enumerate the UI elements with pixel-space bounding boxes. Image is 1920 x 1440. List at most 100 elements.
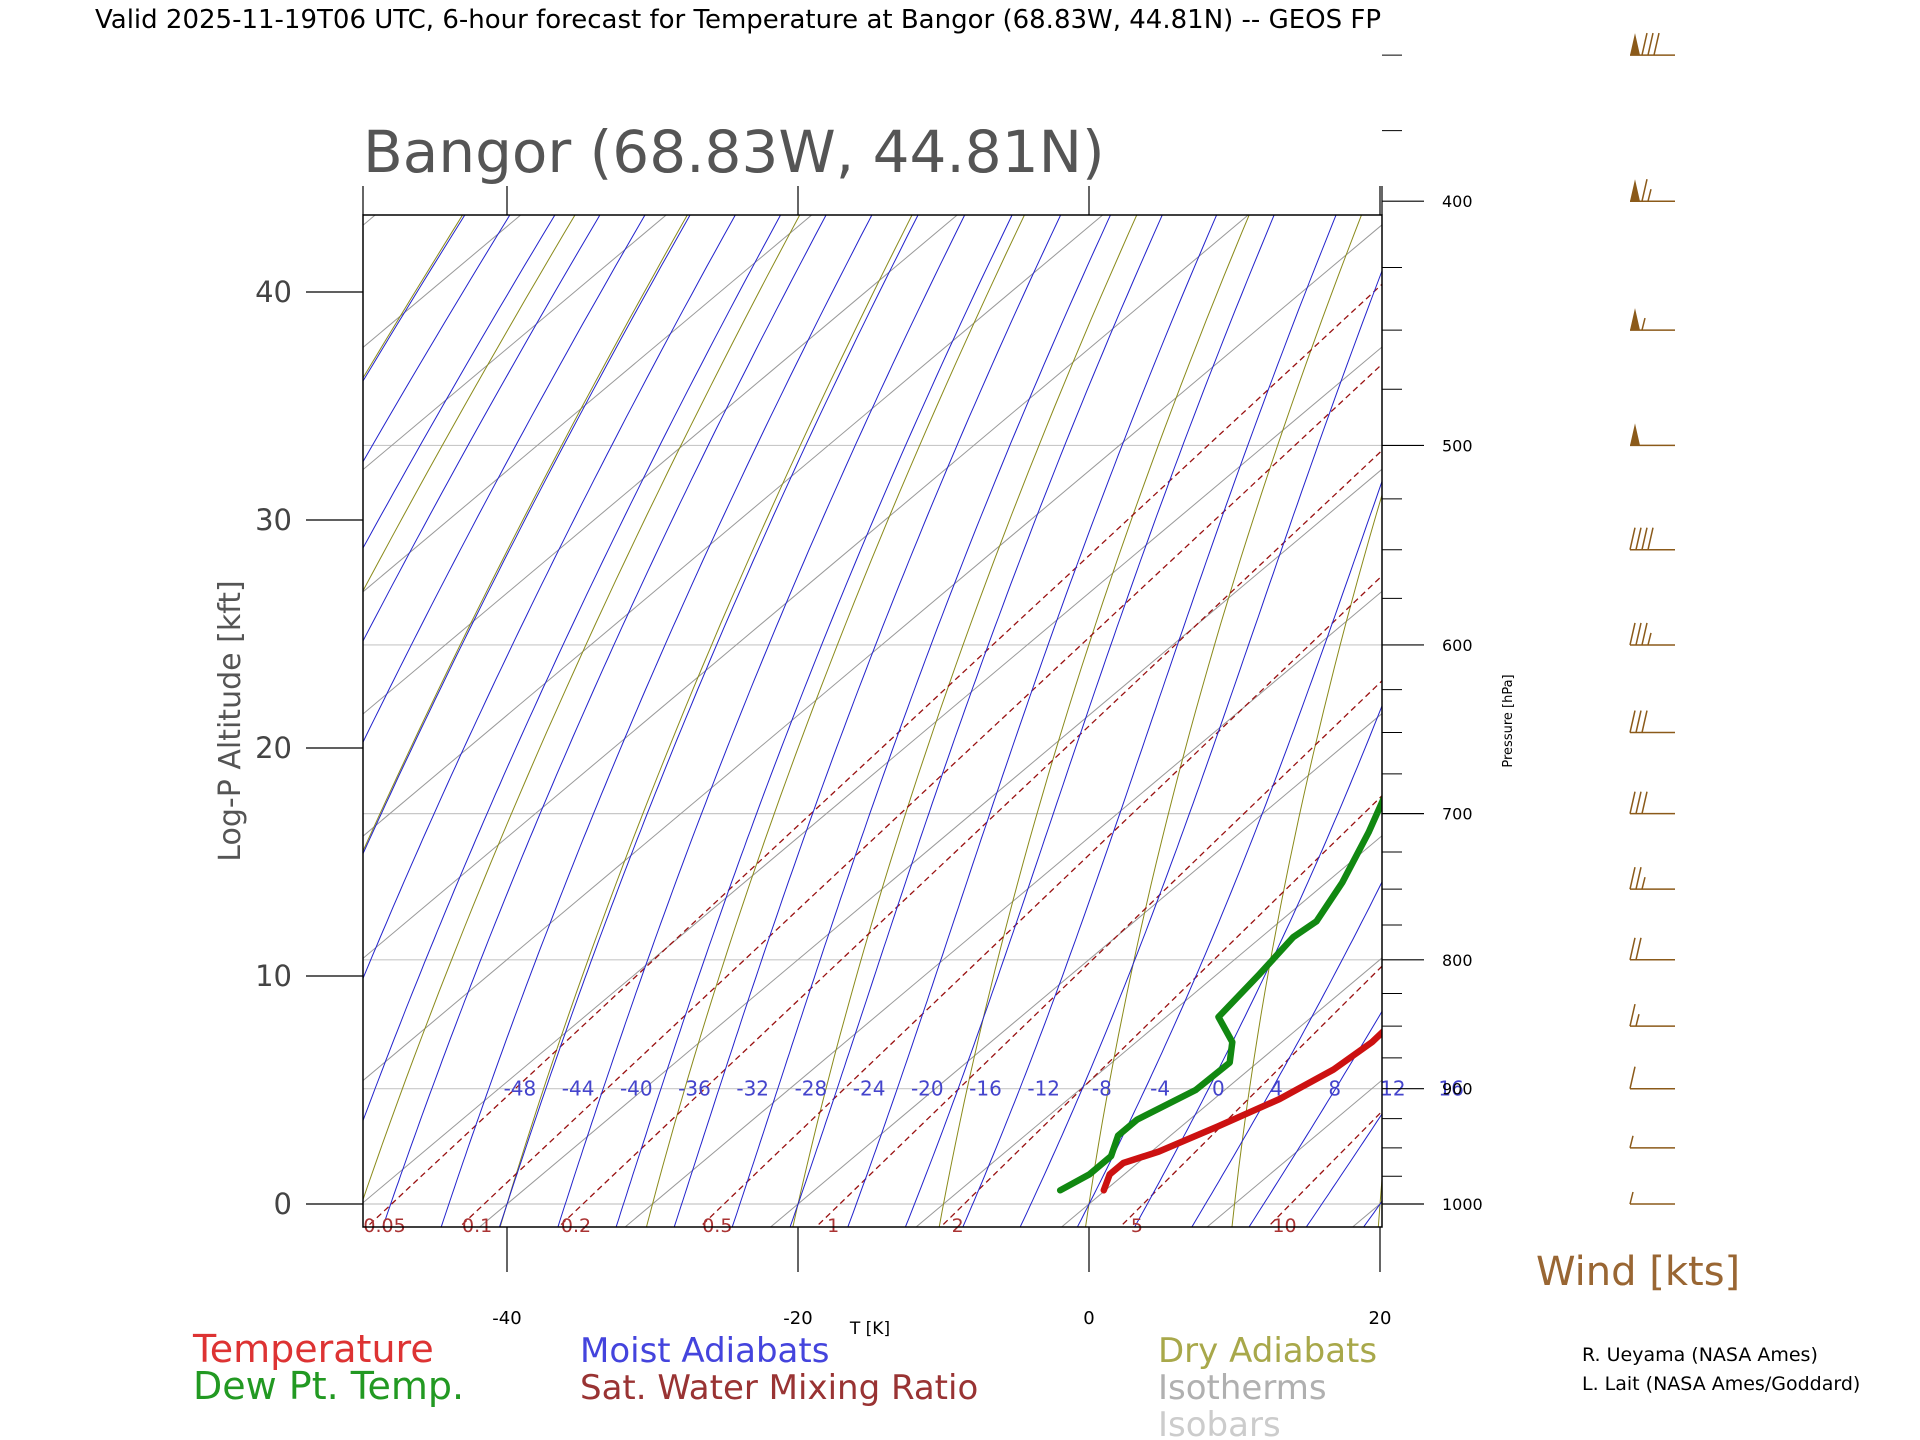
isotherm-line <box>478 468 1382 1227</box>
moist-adiabat-line <box>1305 1113 1382 1227</box>
wind-barb-full <box>1641 791 1648 814</box>
moist-adiabat-line <box>1591 189 1920 1231</box>
moist-adiabat-label: -24 <box>853 1077 886 1101</box>
mixing-ratio-label: 2 <box>952 1215 964 1237</box>
wind-barb-full <box>1629 527 1636 550</box>
isotherm-line <box>363 215 1104 837</box>
legend-moist-adiabats: Moist Adiabats <box>580 1331 829 1371</box>
y-tick-label: 20 <box>255 731 292 765</box>
moist-adiabat-label: -28 <box>795 1077 828 1101</box>
moist-adiabat-label: 16 <box>1438 1077 1463 1101</box>
isotherm-line <box>363 346 1382 1204</box>
mixing-ratio-line <box>1870 189 1920 1231</box>
isotherm-line <box>363 215 522 349</box>
moist-adiabat-label: -48 <box>504 1077 537 1101</box>
dry-adiabat-line <box>1525 189 1707 1231</box>
dry-adiabat-line <box>645 215 1026 1227</box>
mixing-ratio-label: 0.5 <box>702 1215 732 1237</box>
moist-adiabat-line <box>363 215 782 1123</box>
moist-adiabat-line <box>1533 189 1920 1231</box>
right-axis-label: Pressure [hPa] <box>1501 674 1516 767</box>
moist-adiabat-line <box>615 215 1013 1227</box>
wind-barb-half <box>1629 1135 1634 1149</box>
moist-adiabat-line <box>363 215 691 855</box>
dry-adiabat-line <box>1085 215 1363 1227</box>
mixing-ratio-label: 10 <box>1272 1215 1296 1237</box>
moist-adiabat-line <box>1191 880 1382 1227</box>
isotherm-line <box>0 189 115 1231</box>
temperature-profile <box>1100 1028 1382 1194</box>
legend: Temperature Dew Pt. Temp. Moist Adiabats… <box>192 1327 1377 1440</box>
wind-barb-full <box>1629 622 1636 646</box>
isotherm-line <box>363 215 1249 960</box>
moist-adiabat-label: -4 <box>1150 1077 1170 1101</box>
moist-adiabat-line <box>731 215 1112 1227</box>
mixing-ratio-line <box>815 679 1382 1227</box>
wind-barb-full <box>1641 527 1648 550</box>
legend-dry-adiabats: Dry Adiabats <box>1158 1331 1377 1371</box>
moist-adiabat-line <box>440 215 873 1227</box>
wind-barb-full <box>1629 791 1636 814</box>
moist-adiabat-line <box>1134 704 1382 1227</box>
wind-barb-full <box>1647 32 1654 56</box>
mixing-ratio-line <box>939 794 1382 1227</box>
credits: R. Ueyama (NASA Ames) L. Lait (NASA Ames… <box>1582 1344 1860 1395</box>
pressure-tick-label: 900 <box>1442 1080 1473 1099</box>
legend-temperature: Temperature <box>192 1327 434 1371</box>
legend-isotherms: Isotherms <box>1158 1368 1327 1408</box>
background-line-labels: -48 -44 -40 -36 -32 -28 -24 -20 -16 -12 -8 -4 0 4 8 12 1… <box>363 1077 1463 1237</box>
credit-line-2: L. Lait (NASA Ames/Goddard) <box>1582 1373 1860 1395</box>
wind-barb-full <box>1629 1066 1636 1089</box>
isotherm-line <box>363 215 667 471</box>
moist-adiabat-label: 4 <box>1270 1077 1283 1101</box>
x-tick-label: -20 <box>783 1308 812 1329</box>
x-tick-label: -40 <box>492 1308 521 1329</box>
moist-adiabat-line <box>363 215 511 463</box>
wind-barb-pennant <box>1630 423 1640 446</box>
moist-adiabat-line <box>1475 189 1920 1231</box>
moist-adiabat-label: -16 <box>969 1077 1002 1101</box>
y-tick-label: 30 <box>255 503 292 537</box>
moist-adiabat-line <box>363 215 601 643</box>
moist-adiabat-line <box>673 215 1062 1227</box>
moist-adiabat-label: -40 <box>620 1077 653 1101</box>
mixing-ratio-line <box>458 363 1382 1227</box>
mixing-ratio-line <box>1767 189 1920 1231</box>
dry-adiabat-line <box>363 215 576 592</box>
dry-adiabat-line <box>1671 189 1818 1231</box>
moist-adiabat-line <box>904 215 1275 1227</box>
wind-barb-half <box>1647 632 1652 646</box>
plot-frame <box>362 214 1383 1228</box>
wind-barb <box>1630 308 1675 331</box>
moist-adiabat-line <box>363 215 736 980</box>
dry-adiabat-line <box>938 215 1250 1227</box>
wind-barb-full <box>1635 622 1642 646</box>
isotherm-line <box>1206 1079 1382 1227</box>
moist-adiabat-line <box>498 215 919 1227</box>
wind-barb-full <box>1641 710 1648 733</box>
wind-barb-pennant <box>1630 308 1640 331</box>
isotherm-line <box>1060 957 1382 1227</box>
mixing-ratio-line <box>1267 1110 1382 1227</box>
wind-barb-full <box>1629 710 1636 733</box>
isotherm-line <box>915 835 1382 1227</box>
dry-adiabat-line <box>1377 1173 1382 1227</box>
dry-adiabat-line <box>363 215 801 1202</box>
legend-sat-mixing-ratio: Sat. Water Mixing Ratio <box>580 1368 978 1408</box>
wind-barb-full <box>1635 866 1642 890</box>
y-tick-label: 0 <box>274 1187 292 1221</box>
dry-adiabat-line <box>0 189 367 1231</box>
wind-barb <box>1629 1066 1675 1090</box>
dry-adiabat-line <box>1814 189 1920 1231</box>
moist-adiabat-label: 0 <box>1212 1077 1225 1101</box>
wind-barb <box>1629 866 1675 890</box>
legend-dewpoint: Dew Pt. Temp. <box>193 1364 464 1408</box>
wind-barb-half <box>1641 317 1646 331</box>
wind-barb-full <box>1629 1003 1636 1027</box>
wind-barb-full <box>1635 791 1642 814</box>
dry-adiabat-line <box>792 215 1138 1227</box>
moist-adiabat-label: -8 <box>1092 1077 1112 1101</box>
header-title: Valid 2025-11-19T06 UTC, 6-hour forecast… <box>95 5 1381 35</box>
moist-adiabat-label: -44 <box>562 1077 595 1101</box>
